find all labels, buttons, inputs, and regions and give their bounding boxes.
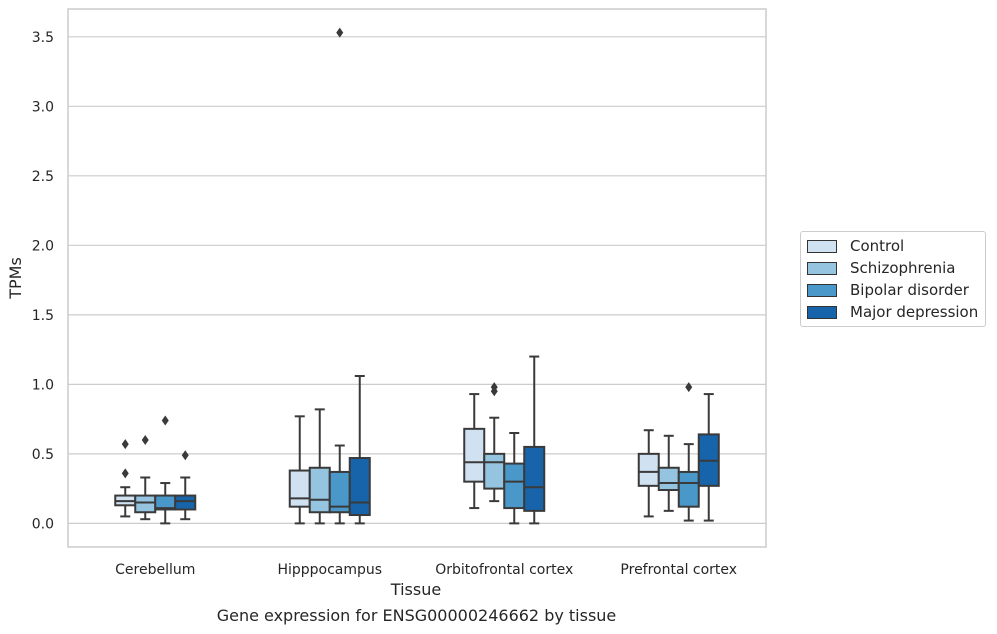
y-tick-label: 1.5: [32, 308, 54, 324]
box-0-3: [174, 450, 197, 521]
y-tick-label: 1.0: [32, 377, 54, 393]
box-iqr: [308, 466, 331, 514]
legend-swatch-control: [807, 239, 837, 253]
y-tick-labels: 0.0 0.5 1.0 1.5 2.0 2.5 3.0 3.5: [32, 30, 54, 533]
box-1-0: [288, 415, 311, 525]
box-iqr: [677, 470, 700, 508]
box-iqr: [134, 494, 157, 514]
x-tick-label: Cerebellum: [115, 562, 195, 578]
box-iqr: [288, 469, 311, 508]
y-tick-label: 2.5: [32, 169, 54, 185]
box-iqr: [463, 427, 486, 483]
box-3-0: [637, 429, 660, 518]
outlier-point: [121, 439, 129, 450]
box-1-2: [328, 27, 351, 525]
legend-label-control: Control: [850, 237, 905, 255]
legend-item-major-depression: Major depression: [807, 302, 978, 322]
outlier-point: [490, 386, 498, 397]
legend-swatch-schizophrenia: [807, 261, 837, 275]
outlier-point: [181, 450, 189, 461]
x-tick-label: Hipppocampus: [277, 562, 382, 578]
legend-item-schizophrenia: Schizophrenia: [807, 258, 955, 278]
box-plots: [114, 27, 720, 525]
legend-swatch-major-depression: [807, 305, 837, 319]
plot-frame: [67, 8, 767, 548]
figure-caption: Gene expression for ENSG00000246662 by t…: [216, 606, 617, 625]
outlier-point: [121, 468, 129, 479]
legend-label-bipolar-disorder: Bipolar disorder: [850, 281, 969, 299]
legend-item-bipolar-disorder: Bipolar disorder: [807, 280, 969, 300]
box-iqr: [503, 462, 526, 510]
box-iqr: [657, 466, 680, 492]
y-tick-label: 3.0: [32, 99, 54, 115]
box-iqr: [348, 457, 371, 517]
legend-item-control: Control: [807, 236, 904, 256]
box-3-1: [657, 434, 680, 512]
box-iqr: [483, 452, 506, 490]
y-tick-label: 0.0: [32, 516, 54, 532]
y-tick-label: 0.5: [32, 447, 54, 463]
box-iqr: [523, 445, 546, 512]
box-0-1: [134, 434, 157, 521]
y-axis-label: TPMs: [6, 257, 25, 300]
box-2-2: [503, 432, 526, 525]
box-2-0: [463, 393, 486, 510]
y-tick-label: 2.0: [32, 238, 54, 254]
box-iqr: [637, 452, 660, 487]
y-tick-label: 3.5: [32, 30, 54, 46]
legend-label-schizophrenia: Schizophrenia: [850, 259, 956, 277]
x-tick-label: Orbitofrontal cortex: [435, 562, 573, 578]
gridlines: [68, 36, 766, 524]
x-axis-label: Tissue: [390, 580, 441, 599]
x-tick-labels: Cerebellum Hipppocampus Orbitofrontal cort…: [115, 562, 737, 578]
box-1-1: [308, 408, 331, 525]
legend-label-major-depression: Major depression: [850, 303, 979, 321]
box-3-3: [697, 393, 720, 522]
legend: Control Schizophrenia Bipolar disorder M…: [800, 231, 986, 327]
box-0-0: [114, 439, 137, 518]
x-tick-label: Prefrontal cortex: [620, 562, 737, 578]
legend-swatch-bipolar-disorder: [807, 283, 837, 297]
outlier-point: [161, 415, 169, 426]
box-2-3: [523, 355, 546, 525]
outlier-point: [336, 27, 344, 38]
box-3-2: [677, 382, 700, 522]
box-2-1: [483, 382, 506, 503]
outlier-point: [141, 434, 149, 445]
box-0-2: [154, 415, 177, 525]
box-1-3: [348, 375, 371, 525]
outlier-point: [685, 382, 693, 393]
box-iqr: [174, 494, 197, 511]
